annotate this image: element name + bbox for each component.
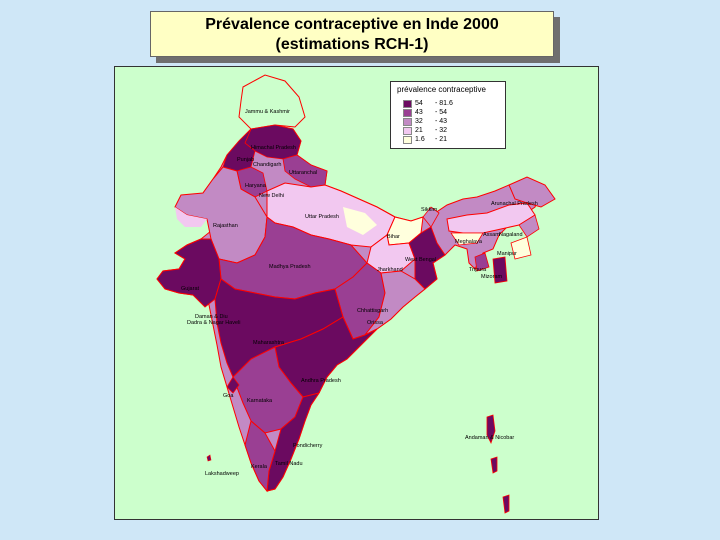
- label-arunachal-pradesh: Arunachal Pradesh: [491, 201, 538, 207]
- label-new-delhi: New Delhi: [259, 193, 285, 199]
- label-daman-diu: Daman & Diu: [195, 314, 228, 320]
- label-uttar-pradesh: Uttar Pradesh: [305, 214, 339, 220]
- label-kerala: Kerala: [251, 464, 267, 470]
- label-andhra-pradesh: Andhra Pradesh: [301, 378, 341, 384]
- label-rajasthan: Rajasthan: [213, 223, 238, 229]
- region-lakshadweep: [206, 454, 212, 462]
- legend-swatch: [403, 118, 412, 126]
- label-punjab: Punjab: [237, 157, 255, 163]
- legend-row: 43 - 54: [403, 108, 448, 117]
- label-dadra-nagar-haveli: Dadra & Nagar Haveli: [187, 320, 241, 326]
- legend-row: 54 - 81.6: [403, 99, 453, 108]
- region-tripura: [474, 252, 490, 272]
- legend-high: - 21: [435, 136, 448, 143]
- legend-row: 21 - 32: [403, 126, 448, 135]
- region-meghalaya: [450, 232, 484, 246]
- region-sikkim: [422, 206, 440, 228]
- label-madhya-pradesh: Madhya Pradesh: [269, 264, 311, 270]
- legend-high: - 32: [435, 127, 448, 134]
- region-arunachal: [508, 176, 556, 208]
- label-tamil-nadu: Tamil Nadu: [275, 461, 303, 467]
- legend-swatch: [403, 109, 412, 117]
- title-box: Prévalence contraceptive en Inde 2000 (e…: [150, 11, 554, 57]
- label-chandigarh: Chandigarh: [253, 162, 282, 168]
- label-meghalaya: Meghalaya: [455, 239, 482, 245]
- label-west-bengal: West Bengal: [405, 257, 437, 263]
- region-mizoram: [492, 256, 508, 284]
- region-rajasthan-light: [175, 207, 207, 227]
- map-frame: prévalence contraceptive 54 - 81.6 43 - 54…: [114, 66, 599, 520]
- region-gujarat: [156, 238, 222, 308]
- legend-high: - 81.6: [435, 100, 453, 107]
- label-lakshadweep: Lakshadweep: [205, 471, 239, 477]
- label-maharashtra: Maharashtra: [253, 340, 284, 346]
- label-uttaranchal: Uttaranchal: [289, 170, 318, 176]
- legend-high: - 43: [435, 118, 448, 125]
- region-kerala: [244, 420, 276, 493]
- label-jammu-kashmir: Jammu & Kashmir: [245, 109, 290, 115]
- label-chhattisgarh: Chhattisgarh: [357, 308, 389, 314]
- legend-row: 32 - 43: [403, 117, 448, 126]
- region-manipur: [510, 236, 532, 260]
- label-pondicherry: Pondicherry: [293, 443, 323, 449]
- label-haryana: Haryana: [245, 183, 266, 189]
- region-goa: [226, 376, 240, 394]
- label-assam: Assam: [483, 232, 500, 238]
- region-andaman-south: [490, 456, 498, 474]
- legend-swatch: [403, 127, 412, 135]
- india-map: [156, 74, 556, 514]
- label-andaman-nicobar: Andaman & Nicobar: [465, 435, 515, 441]
- label-nagaland: Nagaland: [499, 232, 523, 238]
- region-nagaland: [518, 214, 540, 238]
- legend-low: 54: [415, 100, 423, 107]
- legend-low: 21: [415, 127, 423, 134]
- label-orissa: Orissa: [367, 320, 383, 326]
- label-sikkim: Sikkim: [421, 207, 438, 213]
- label-mizoram: Mizoram: [481, 274, 503, 280]
- legend-low: 43: [415, 109, 423, 116]
- label-jharkhand: Jharkhand: [377, 267, 403, 273]
- map-legend: prévalence contraceptive 54 - 81.6 43 - 54…: [390, 81, 506, 149]
- title-line-2: (estimations RCH-1): [275, 36, 429, 53]
- legend-swatch: [403, 136, 412, 144]
- region-west-bengal: [408, 226, 446, 290]
- legend-swatch: [403, 100, 412, 108]
- label-manipur: Manipur: [497, 251, 517, 257]
- legend-high: - 54: [435, 109, 448, 116]
- label-tripura: Tripura: [469, 267, 487, 273]
- legend-low: 32: [415, 118, 423, 125]
- legend-row: 1.6 - 21: [403, 135, 448, 144]
- region-andaman: [486, 414, 496, 445]
- region-orissa: [364, 270, 426, 336]
- legend-low: 1.6: [415, 136, 425, 143]
- label-himachal-pradesh: Himachal Pradesh: [251, 145, 296, 151]
- title-line-1: Prévalence contraceptive en Inde 2000: [205, 16, 499, 33]
- region-nicobar: [502, 494, 510, 514]
- region-jammu-kashmir: [238, 74, 306, 130]
- label-goa: Goa: [223, 393, 234, 399]
- label-bihar: Bihar: [387, 234, 400, 240]
- region-uttar-pradesh-pale: [343, 207, 377, 235]
- label-gujarat: Gujarat: [181, 286, 200, 292]
- label-karnataka: Karnataka: [247, 398, 273, 404]
- legend-title: prévalence contraceptive: [397, 85, 486, 94]
